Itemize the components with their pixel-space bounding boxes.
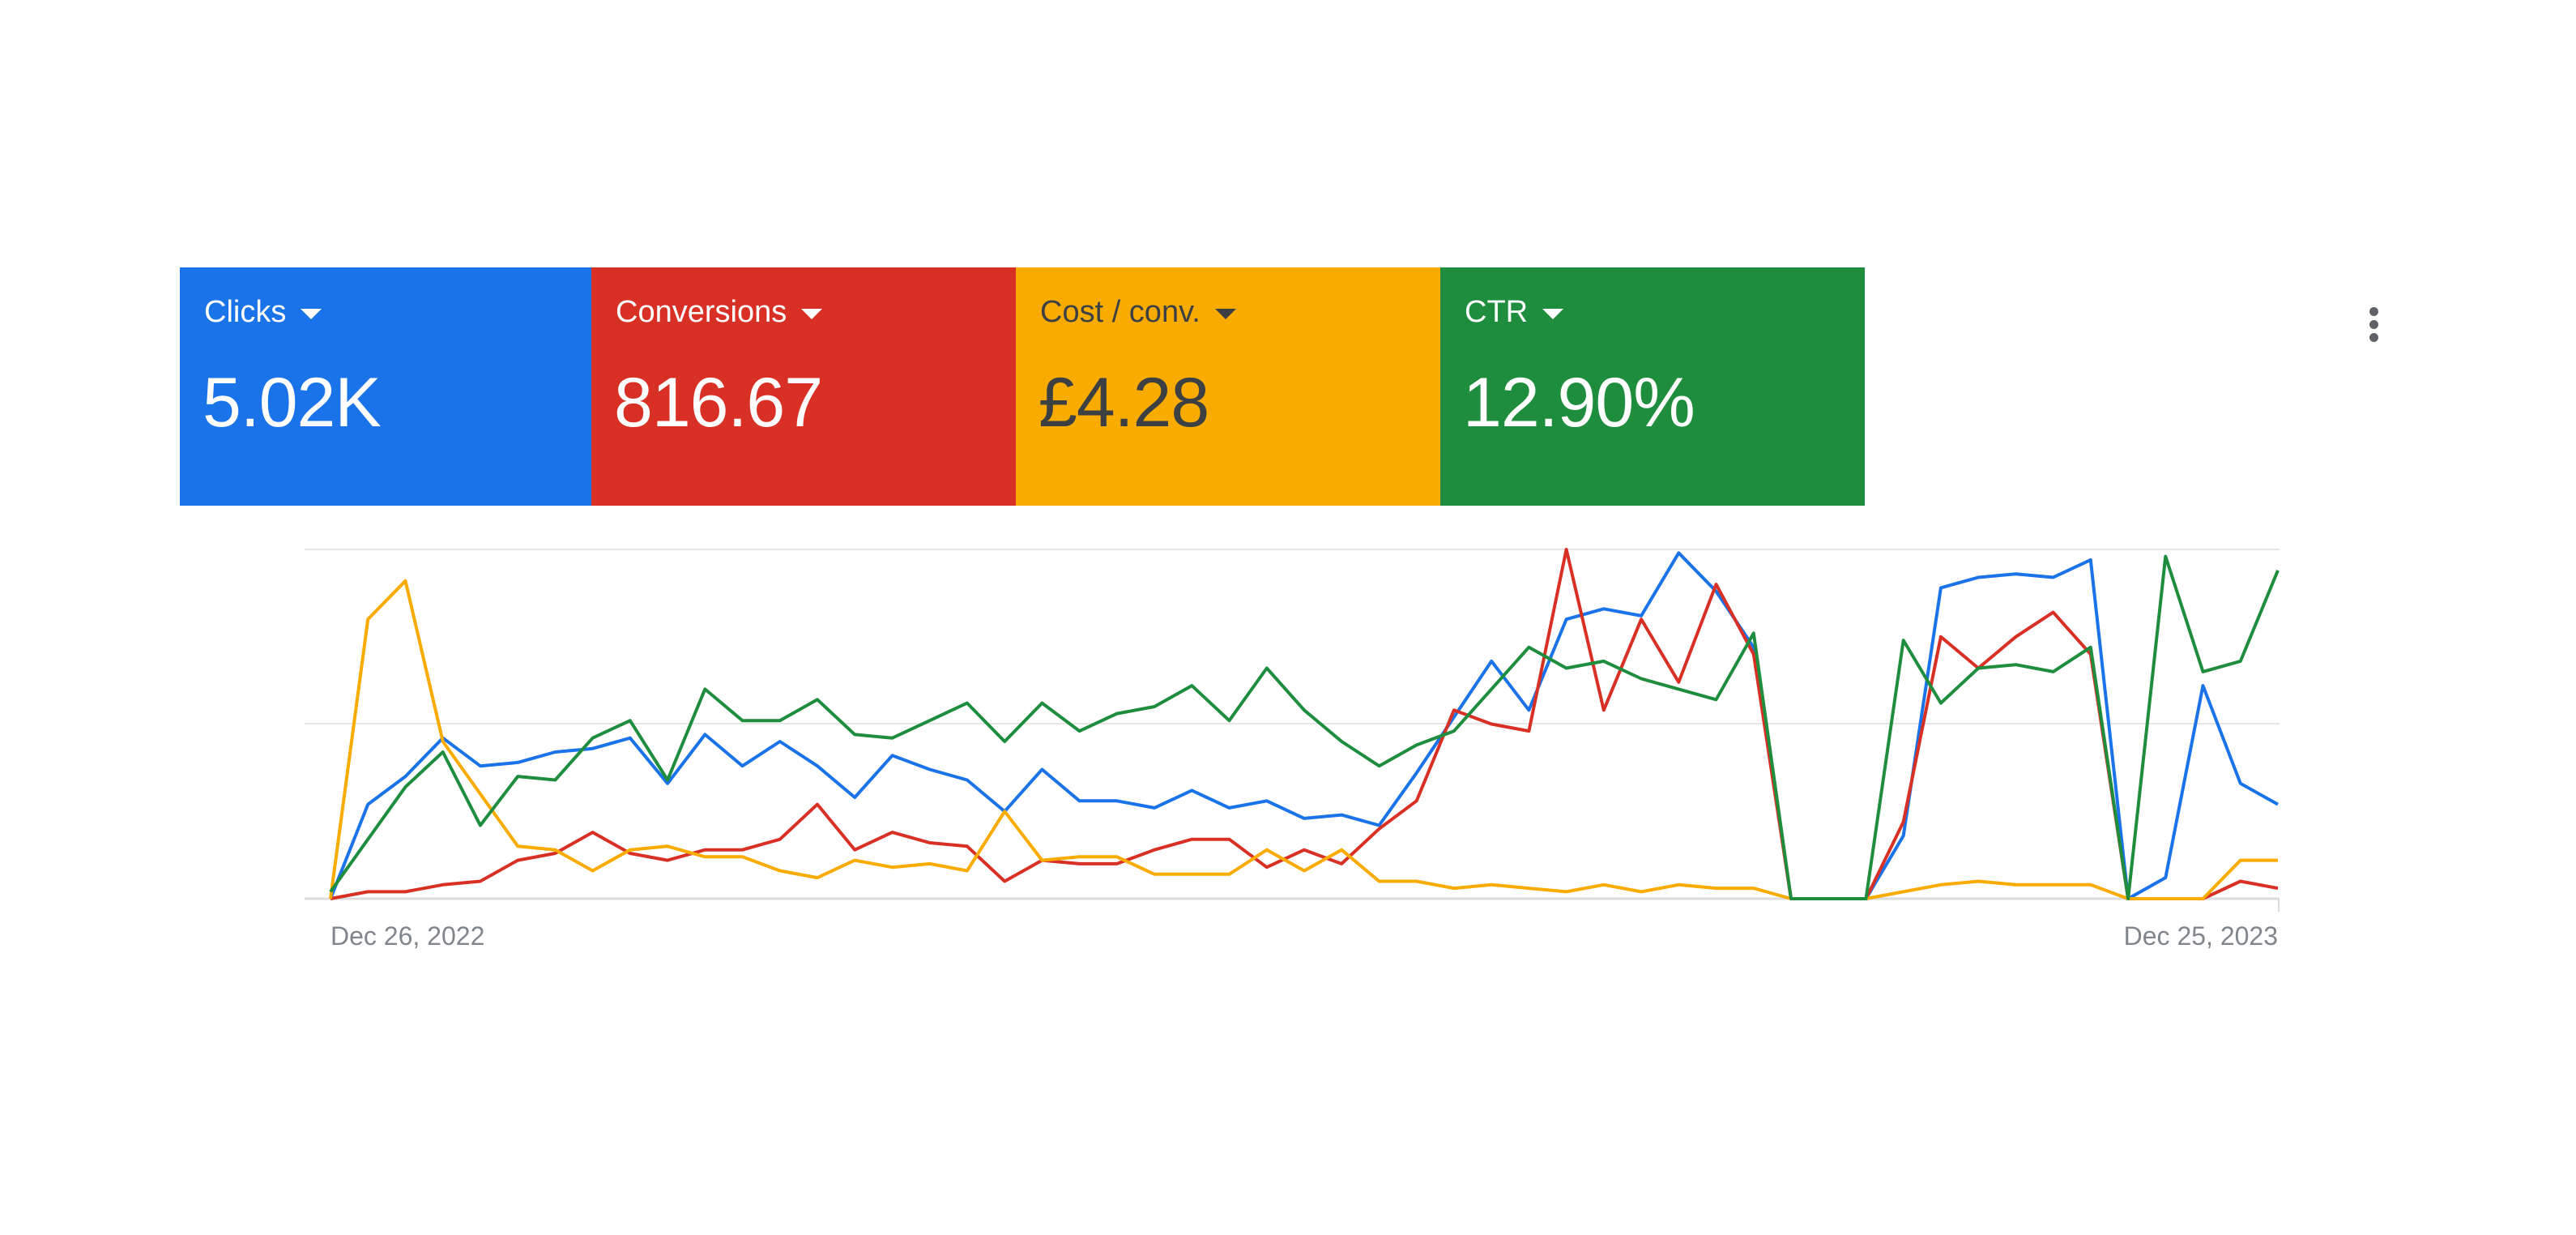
- scorecard-ctr-label: CTR: [1465, 295, 1529, 329]
- x-tick-end: Dec 25, 2023: [2124, 921, 2278, 951]
- series-layer: [329, 548, 2280, 900]
- scorecard-conversions-label: Conversions: [616, 295, 787, 329]
- scorecard-clicks-label: Clicks: [204, 295, 287, 329]
- scorecard-ctr[interactable]: CTR 12.90%: [1440, 267, 1865, 506]
- dropdown-caret-icon[interactable]: [1214, 309, 1236, 319]
- series-line-cost_conv: [329, 579, 2278, 900]
- x-tick-start: Dec 26, 2022: [331, 921, 484, 951]
- scorecard-ctr-value: 12.90%: [1463, 364, 1695, 442]
- dropdown-caret-icon[interactable]: [301, 309, 322, 319]
- scorecard-cost-conv-value: £4.28: [1039, 364, 1209, 442]
- scorecard-conversions[interactable]: Conversions 816.67: [591, 267, 1016, 506]
- dropdown-caret-icon[interactable]: [801, 309, 823, 319]
- dropdown-caret-icon[interactable]: [1542, 309, 1564, 319]
- scorecard-clicks[interactable]: Clicks 5.02K: [180, 267, 591, 506]
- scorecard-cost-conv[interactable]: Cost / conv. £4.28: [1016, 267, 1440, 506]
- series-line-conversions: [330, 548, 2279, 900]
- scorecard-clicks-label-wrap: Clicks: [204, 295, 322, 330]
- more-vert-icon[interactable]: [2357, 300, 2390, 348]
- scorecard-conversions-value: 816.67: [614, 364, 823, 442]
- scorecard-ctr-label-wrap: CTR: [1465, 295, 1564, 330]
- scorecard-clicks-value: 5.02K: [203, 364, 382, 442]
- more-dot: [2369, 319, 2378, 329]
- scorecard-cost-conv-label-wrap: Cost / conv.: [1040, 295, 1236, 330]
- scorecard-conversions-label-wrap: Conversions: [616, 295, 823, 330]
- series-line-ctr: [329, 554, 2280, 900]
- more-dot: [2369, 332, 2378, 342]
- more-dot: [2369, 306, 2378, 316]
- series-line-clicks: [329, 551, 2279, 900]
- scorecard-cost-conv-label: Cost / conv.: [1040, 295, 1201, 329]
- scorecard-row: Clicks 5.02K Conversions 816.67 Cost / c…: [180, 267, 1865, 506]
